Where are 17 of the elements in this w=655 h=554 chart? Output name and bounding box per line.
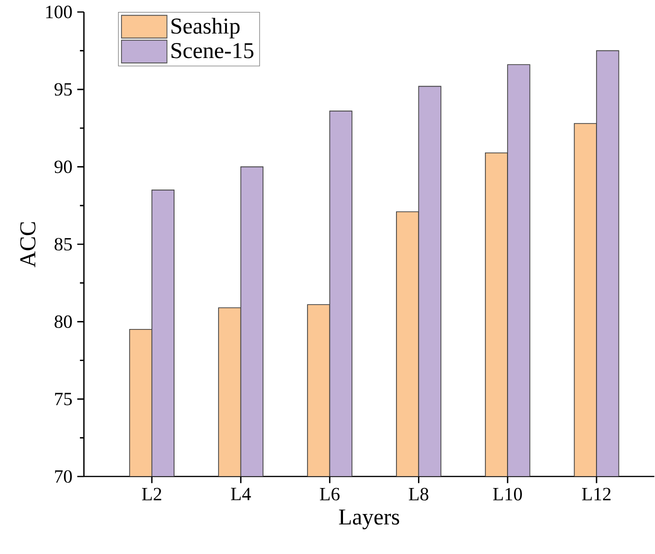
y-tick-label: 90	[54, 160, 72, 173]
y-tick-label: 95	[54, 82, 72, 96]
legend-label: Seaship	[172, 18, 240, 38]
legend-label: Scene-15	[172, 42, 254, 58]
x-tick-label: L4	[230, 488, 251, 500]
x-axis-title: Layers	[338, 509, 400, 530]
x-tick-label: L8	[408, 488, 428, 500]
x-tick-label: L2	[142, 488, 162, 500]
y-tick-label: 85	[54, 238, 72, 250]
y-axis-title: ACC	[20, 222, 36, 268]
y-tick-label: 75	[55, 392, 72, 406]
x-tick-label: L6	[320, 488, 340, 500]
y-tick-label: 80	[54, 315, 72, 328]
x-tick-label: L12	[582, 488, 611, 500]
x-tick-label: L10	[493, 488, 522, 500]
y-tick-label: 100	[46, 5, 72, 18]
y-tick-label: 70	[55, 470, 72, 483]
